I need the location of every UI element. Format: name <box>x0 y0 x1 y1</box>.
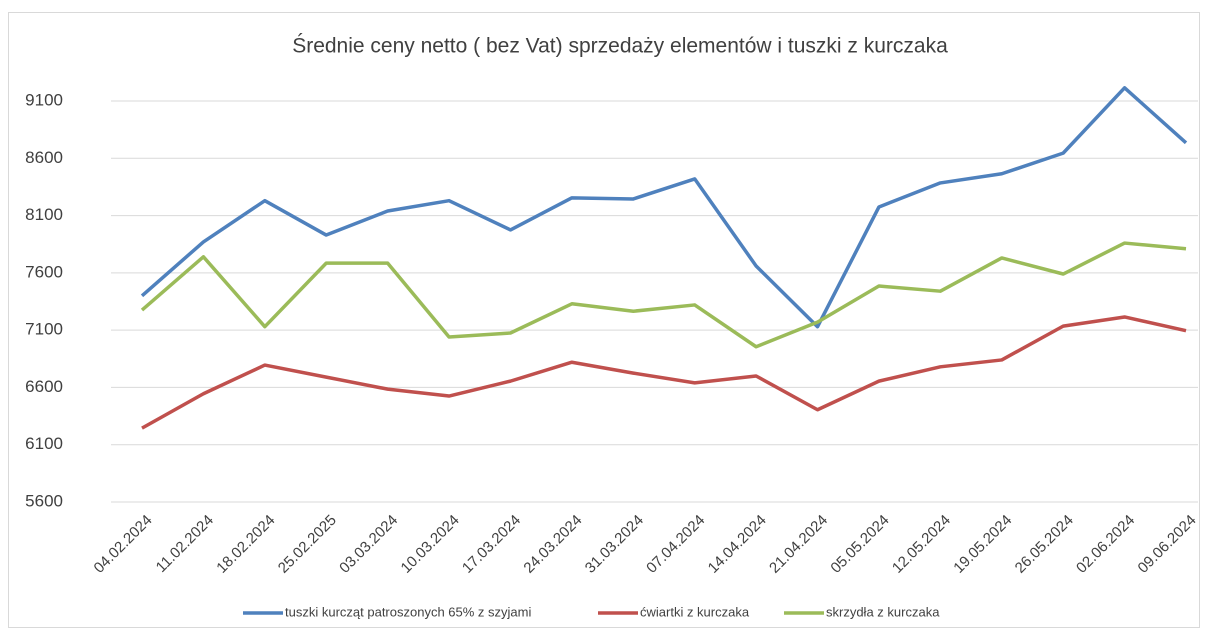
legend-label: ćwiartki z kurczaka <box>640 604 750 619</box>
legend-label: skrzydła z kurczaka <box>826 604 940 619</box>
y-tick-label: 7100 <box>25 320 63 339</box>
series-line <box>140 241 1187 349</box>
y-tick-label: 6600 <box>25 377 63 396</box>
legend-label: tuszki kurcząt patroszonych 65% z szyjam… <box>285 604 531 619</box>
y-tick-label: 8600 <box>25 148 63 167</box>
series-line <box>140 86 1188 329</box>
y-tick-label: 5600 <box>25 491 63 510</box>
chart-title: Średnie ceny netto ( bez Vat) sprzedaży … <box>292 34 948 58</box>
y-tick-label: 9100 <box>25 90 63 109</box>
y-tick-label: 6100 <box>25 434 63 453</box>
chart-frame <box>8 12 1200 628</box>
series-line <box>141 315 1187 430</box>
y-tick-label: 8100 <box>25 205 63 224</box>
y-tick-label: 7600 <box>25 262 63 281</box>
